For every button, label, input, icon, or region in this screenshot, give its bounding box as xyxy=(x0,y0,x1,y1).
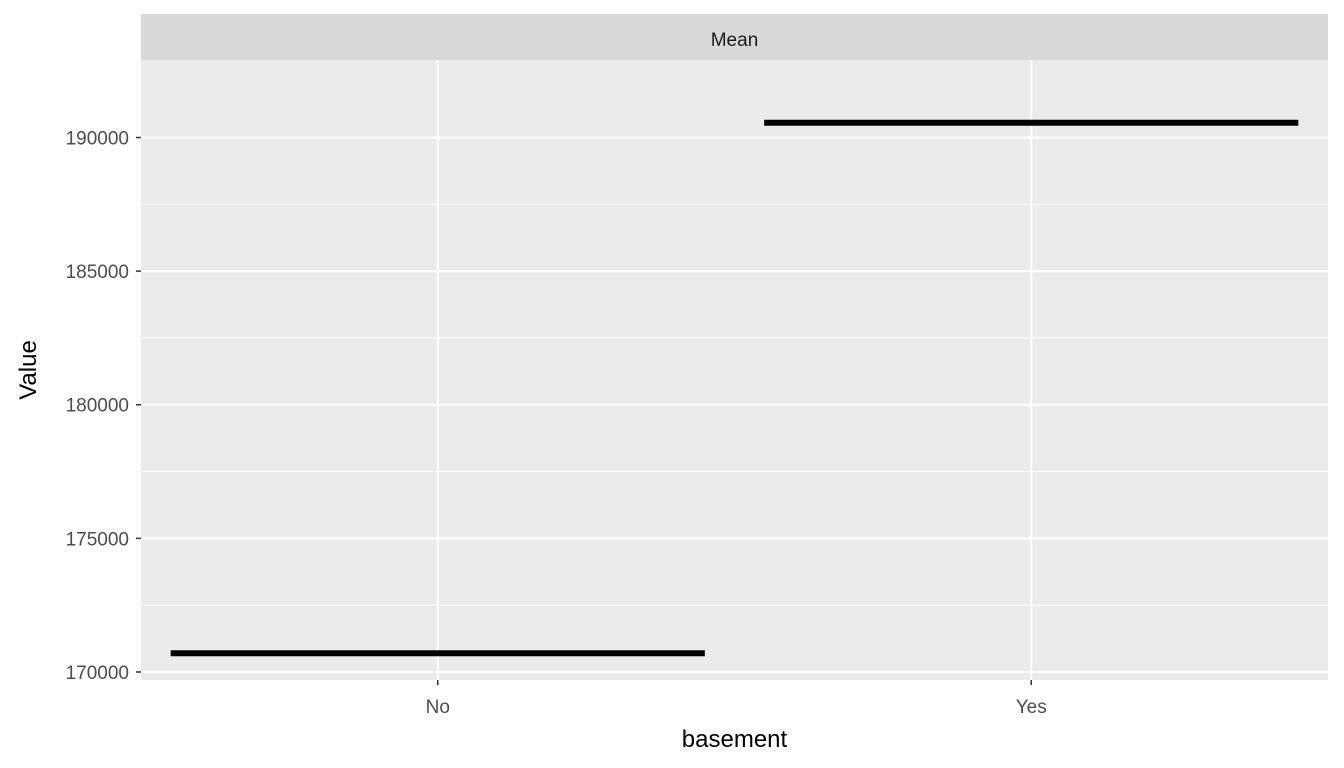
facet-strip xyxy=(141,14,1328,60)
y-tick-label: 170000 xyxy=(66,663,129,684)
y-tick-label: 175000 xyxy=(66,529,129,550)
y-tick-label: 180000 xyxy=(66,396,129,417)
x-axis-title: basement xyxy=(682,726,788,753)
y-axis: 170000 175000 180000 185000 190000 xyxy=(66,129,141,684)
major-gridlines xyxy=(141,60,1328,680)
y-tick-label: 185000 xyxy=(66,262,129,283)
y-tick-label: 190000 xyxy=(66,129,129,150)
x-axis: No Yes xyxy=(426,680,1047,718)
x-tick-label: No xyxy=(426,697,450,718)
y-axis-title: Value xyxy=(15,340,42,400)
mean-marks xyxy=(170,119,1299,657)
facet-strip-label: Mean xyxy=(711,30,759,51)
x-tick-label: Yes xyxy=(1016,697,1047,718)
plot-panel xyxy=(141,60,1328,680)
minor-gridlines xyxy=(141,203,1328,606)
